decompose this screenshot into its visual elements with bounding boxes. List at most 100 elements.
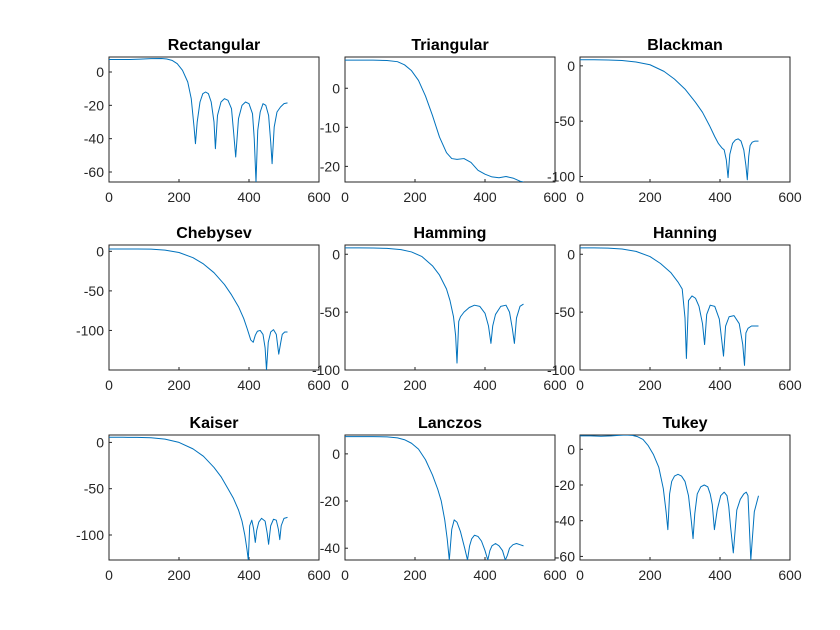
x-tick-label: 400 (237, 377, 261, 393)
x-tick-label: 600 (307, 377, 331, 393)
y-tick-label: 0 (332, 80, 340, 96)
series-line (580, 435, 759, 560)
y-tick-label: -50 (84, 283, 104, 299)
series-line (345, 436, 524, 560)
y-tick-label: -100 (547, 362, 575, 378)
subplot-lanczos: Lanczos 0 200 400 600 0 -20 -40 (320, 415, 567, 583)
x-tick-label: 400 (237, 189, 261, 205)
x-tick-label: 200 (403, 567, 427, 583)
y-tick-label: 0 (96, 243, 104, 259)
y-tick-label: -100 (312, 362, 340, 378)
x-tick-label: 400 (708, 377, 732, 393)
subplot-title: Chebysev (176, 225, 252, 242)
plot-area (344, 434, 556, 561)
subplot-chebysev: Chebysev 0 200 400 600 0 -50 -100 (76, 225, 331, 393)
series-line (109, 58, 288, 182)
y-tick-label: -20 (320, 493, 340, 509)
x-tick-label: 0 (105, 189, 113, 205)
x-tick-label: 400 (708, 189, 732, 205)
x-tick-label: 400 (708, 567, 732, 583)
series-line (109, 248, 288, 370)
y-tick-label: 0 (567, 246, 575, 262)
y-tick-label: 0 (567, 441, 575, 457)
y-tick-label: 0 (96, 434, 104, 450)
x-tick-label: 200 (403, 377, 427, 393)
y-tick-label: -60 (84, 164, 104, 180)
y-tick-label: 0 (567, 58, 575, 74)
y-tick-label: -20 (555, 477, 575, 493)
y-tick-label: -60 (555, 548, 575, 564)
subplot-hamming: Hamming 0 200 400 600 0 -50 -100 (312, 225, 567, 393)
series-line (345, 59, 524, 182)
subplot-title: Hanning (653, 225, 717, 242)
subplot-hanning: Hanning 0 200 400 600 0 -50 -100 (547, 225, 802, 393)
plot-area (108, 244, 320, 371)
y-tick-label: -40 (84, 131, 104, 147)
subplot-title: Kaiser (190, 415, 239, 432)
plot-area (108, 434, 320, 561)
plot-area (344, 56, 556, 183)
x-tick-label: 0 (341, 567, 349, 583)
x-tick-label: 0 (576, 377, 584, 393)
x-tick-label: 0 (105, 567, 113, 583)
plot-area (579, 434, 791, 561)
x-tick-label: 600 (543, 377, 567, 393)
x-tick-label: 600 (778, 377, 802, 393)
x-tick-label: 600 (778, 189, 802, 205)
x-tick-label: 0 (341, 377, 349, 393)
subplot-triangular: Triangular 0 200 400 600 0 -10 -20 (320, 37, 567, 205)
x-tick-label: 200 (403, 189, 427, 205)
y-tick-label: -50 (320, 304, 340, 320)
x-tick-label: 0 (576, 567, 584, 583)
series-line (109, 436, 288, 560)
x-tick-label: 200 (167, 567, 191, 583)
y-tick-label: -20 (84, 97, 104, 113)
y-tick-label: 0 (332, 246, 340, 262)
y-tick-label: -50 (555, 304, 575, 320)
subplot-title: Blackman (647, 37, 723, 54)
subplot-title: Tukey (662, 415, 707, 432)
x-tick-label: 200 (167, 377, 191, 393)
x-tick-label: 200 (638, 377, 662, 393)
y-tick-label: -100 (76, 527, 104, 543)
x-tick-label: 600 (778, 567, 802, 583)
subplot-title: Rectangular (168, 37, 260, 54)
subplot-title: Lanczos (418, 415, 482, 432)
subplot-kaiser: Kaiser 0 200 400 600 0 -50 -100 (76, 415, 331, 583)
y-tick-label: -100 (547, 168, 575, 184)
x-tick-label: 0 (576, 189, 584, 205)
y-tick-label: -50 (84, 481, 104, 497)
x-tick-label: 400 (473, 189, 497, 205)
x-tick-label: 600 (307, 567, 331, 583)
y-tick-label: -20 (320, 158, 340, 174)
y-tick-label: 0 (96, 64, 104, 80)
x-tick-label: 200 (638, 567, 662, 583)
x-tick-label: 600 (307, 189, 331, 205)
y-tick-label: -40 (320, 540, 340, 556)
x-tick-label: 600 (543, 567, 567, 583)
x-tick-label: 400 (237, 567, 261, 583)
x-tick-label: 200 (167, 189, 191, 205)
x-tick-label: 0 (105, 377, 113, 393)
y-tick-label: 0 (332, 446, 340, 462)
x-tick-label: 0 (341, 189, 349, 205)
series-line (345, 247, 524, 364)
y-tick-label: -100 (76, 322, 104, 338)
series-line (580, 247, 759, 366)
subplot-blackman: Blackman 0 200 400 600 0 -50 -100 (547, 37, 802, 205)
subplot-title: Triangular (411, 37, 488, 54)
subplot-tukey: Tukey 0 200 400 600 0 -20 -40 -60 (555, 415, 802, 583)
y-tick-label: -50 (555, 113, 575, 129)
y-tick-label: -10 (320, 119, 340, 135)
x-tick-label: 600 (543, 189, 567, 205)
plot-area (579, 56, 791, 183)
plot-area (344, 244, 556, 371)
x-tick-label: 400 (473, 377, 497, 393)
x-tick-label: 200 (638, 189, 662, 205)
subplot-title: Hamming (414, 225, 487, 242)
x-tick-label: 400 (473, 567, 497, 583)
y-tick-label: -40 (555, 513, 575, 529)
plot-area (579, 244, 791, 371)
subplot-rectangular: Rectangular 0 200 400 600 0 -20 -40 -60 (84, 37, 331, 205)
